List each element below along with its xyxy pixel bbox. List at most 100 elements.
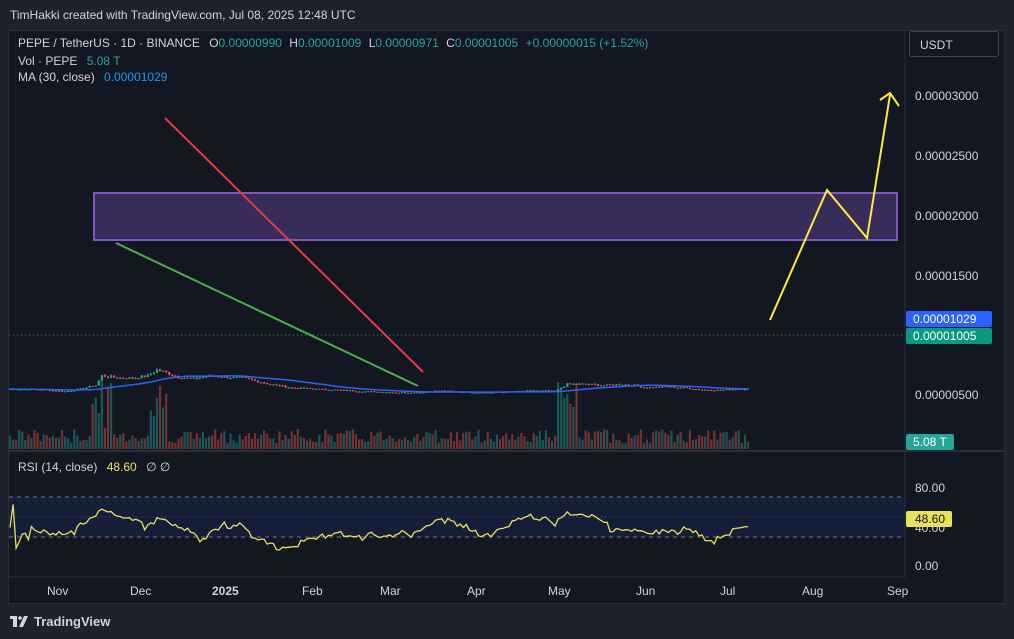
candle-body[interactable]: [541, 390, 544, 392]
candle-body[interactable]: [278, 384, 281, 387]
candle-body[interactable]: [235, 376, 238, 378]
candle-body[interactable]: [220, 377, 223, 379]
candle-body[interactable]: [477, 392, 480, 394]
candle-body[interactable]: [697, 389, 701, 391]
candle-body[interactable]: [403, 392, 407, 394]
candle-body[interactable]: [180, 378, 183, 380]
candle-body[interactable]: [713, 390, 716, 392]
candle-body[interactable]: [305, 387, 309, 389]
candle-body[interactable]: [587, 384, 590, 386]
candle-body[interactable]: [376, 391, 379, 393]
candle-body[interactable]: [486, 392, 489, 394]
candle-body[interactable]: [137, 378, 140, 380]
candle-body[interactable]: [204, 376, 208, 378]
candle-body[interactable]: [370, 391, 373, 393]
candle-body[interactable]: [422, 392, 425, 394]
candle-body[interactable]: [737, 389, 740, 391]
candle-body[interactable]: [146, 374, 149, 378]
support-trendline[interactable]: [115, 242, 419, 387]
candle-body[interactable]: [281, 385, 284, 387]
candle-body[interactable]: [229, 378, 232, 380]
candle-body[interactable]: [645, 387, 649, 389]
candle-body[interactable]: [609, 384, 612, 386]
resistance-trendline[interactable]: [164, 117, 424, 373]
candle-body[interactable]: [140, 375, 143, 379]
candle-body[interactable]: [256, 380, 260, 383]
candle-body[interactable]: [664, 386, 667, 388]
candle-body[interactable]: [557, 389, 560, 392]
candle-body[interactable]: [627, 384, 630, 386]
candle-body[interactable]: [131, 377, 134, 379]
candle-body[interactable]: [725, 389, 728, 391]
candle-body[interactable]: [238, 376, 241, 378]
candle-body[interactable]: [621, 384, 624, 386]
candle-body[interactable]: [400, 392, 404, 394]
candle-body[interactable]: [73, 390, 76, 392]
candle-body[interactable]: [272, 384, 275, 386]
candle-body[interactable]: [391, 392, 394, 394]
volume-label[interactable]: Vol · PEPE: [18, 54, 78, 68]
candle-body[interactable]: [694, 389, 698, 391]
candle-body[interactable]: [474, 392, 477, 394]
candle-body[interactable]: [134, 378, 137, 380]
candle-body[interactable]: [710, 390, 713, 392]
candle-body[interactable]: [578, 383, 581, 385]
candle-body[interactable]: [492, 392, 495, 394]
candle-body[interactable]: [728, 389, 731, 391]
candle-body[interactable]: [269, 384, 272, 386]
candle-body[interactable]: [532, 390, 535, 392]
candle-body[interactable]: [171, 374, 174, 376]
supply-zone[interactable]: [93, 192, 898, 241]
candle-body[interactable]: [410, 392, 413, 394]
candle-body[interactable]: [364, 391, 367, 393]
candle-body[interactable]: [67, 390, 70, 392]
candle-body[interactable]: [192, 377, 195, 379]
candle-body[interactable]: [186, 377, 189, 379]
candle-body[interactable]: [529, 390, 532, 392]
candle-body[interactable]: [241, 376, 244, 378]
candle-body[interactable]: [651, 387, 655, 389]
candle-body[interactable]: [290, 387, 293, 389]
candle-body[interactable]: [100, 375, 103, 381]
candle-body[interactable]: [244, 377, 247, 379]
candle-body[interactable]: [596, 384, 600, 386]
candle-body[interactable]: [397, 392, 401, 394]
candle-body[interactable]: [602, 385, 606, 387]
candle-body[interactable]: [165, 370, 168, 372]
candle-body[interactable]: [299, 387, 303, 389]
candle-body[interactable]: [526, 390, 529, 392]
candle-body[interactable]: [670, 386, 673, 388]
candle-body[interactable]: [82, 388, 85, 390]
candle-body[interactable]: [183, 377, 186, 379]
candle-body[interactable]: [569, 383, 572, 385]
candle-body[interactable]: [296, 388, 299, 390]
candle-body[interactable]: [740, 389, 743, 391]
candle-body[interactable]: [661, 386, 664, 388]
candle-body[interactable]: [575, 383, 578, 385]
candle-body[interactable]: [60, 390, 64, 392]
candle-body[interactable]: [217, 376, 220, 378]
rsi-line[interactable]: [9, 504, 749, 551]
candle-body[interactable]: [572, 383, 575, 385]
candle-body[interactable]: [722, 389, 725, 391]
candle-body[interactable]: [51, 390, 54, 392]
candle-body[interactable]: [599, 385, 603, 387]
candle-body[interactable]: [547, 390, 551, 392]
candle-body[interactable]: [226, 376, 229, 379]
candle-body[interactable]: [324, 388, 327, 390]
candle-body[interactable]: [676, 387, 679, 389]
candle-body[interactable]: [746, 388, 750, 390]
candle-body[interactable]: [685, 387, 688, 389]
candle-body[interactable]: [260, 382, 263, 384]
candle-body[interactable]: [566, 383, 569, 387]
candle-body[interactable]: [152, 372, 156, 374]
candle-body[interactable]: [113, 375, 116, 378]
candle-body[interactable]: [581, 383, 584, 385]
candle-body[interactable]: [382, 392, 385, 394]
candle-body[interactable]: [284, 385, 287, 388]
symbol-name[interactable]: PEPE / TetherUS · 1D · BINANCE: [18, 36, 200, 50]
candle-body[interactable]: [339, 389, 342, 391]
candle-body[interactable]: [563, 386, 566, 388]
candle-body[interactable]: [560, 387, 563, 390]
